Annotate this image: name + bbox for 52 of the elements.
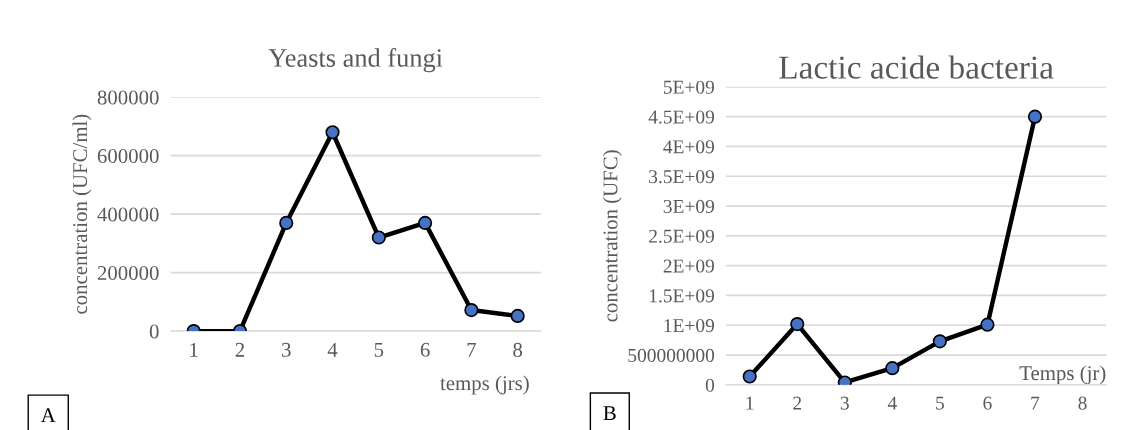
y-tick-label: 800000 bbox=[97, 90, 159, 105]
y-tick-label: 2.5E+09 bbox=[649, 229, 715, 243]
x-tick-label: 8 bbox=[1078, 396, 1087, 410]
y-tick-label: 0 bbox=[705, 378, 715, 392]
x-tick-label: 5 bbox=[936, 396, 944, 410]
y-tick-label: 0 bbox=[149, 324, 159, 339]
chart-title: Lactic acide bacteria bbox=[779, 55, 1054, 79]
y-tick-label: 4E+09 bbox=[663, 140, 715, 154]
x-axis-title: temps (jrs) bbox=[440, 375, 529, 395]
y-axis-title: concentration (UFC) bbox=[602, 150, 622, 322]
x-tick-label: 7 bbox=[467, 343, 476, 357]
chart-title: Yeasts and fungi bbox=[268, 48, 443, 73]
y-tick-label: 3E+09 bbox=[663, 199, 715, 213]
point bbox=[418, 215, 433, 230]
x-tick-label: 4 bbox=[887, 396, 897, 410]
x-tick-label: 3 bbox=[282, 342, 291, 357]
point bbox=[932, 334, 947, 349]
x-tick-label: 2 bbox=[235, 342, 245, 357]
x-tick-label: 6 bbox=[983, 396, 992, 410]
x-axis-title: Temps (jr) bbox=[1019, 365, 1106, 385]
y-tick-label: 500000000 bbox=[628, 348, 715, 362]
x-tick-label: 1 bbox=[190, 342, 198, 357]
x-tick-label: 5 bbox=[374, 343, 384, 357]
point bbox=[885, 361, 900, 376]
point bbox=[1027, 109, 1043, 124]
y-tick-label: 4.5E+09 bbox=[648, 110, 715, 124]
y-tick-label: 3.5E+09 bbox=[649, 170, 715, 184]
x-tick-label: 7 bbox=[1031, 396, 1040, 410]
x-tick-label: 8 bbox=[513, 342, 523, 357]
point bbox=[464, 302, 479, 318]
x-tick-label: 6 bbox=[420, 342, 430, 357]
point bbox=[980, 317, 995, 332]
y-axis-title: concentration (UFC/ml) bbox=[72, 114, 92, 314]
y-tick-label: 200000 bbox=[97, 265, 159, 281]
x-tick-label: 2 bbox=[793, 396, 802, 410]
point bbox=[790, 316, 805, 332]
point bbox=[371, 230, 386, 245]
point bbox=[742, 369, 757, 384]
y-tick-label: 1E+09 bbox=[664, 319, 715, 333]
text: A bbox=[40, 408, 56, 423]
point bbox=[510, 308, 525, 323]
text: B bbox=[603, 406, 616, 421]
y-tick-label: 600000 bbox=[97, 149, 159, 164]
x-tick-label: 1 bbox=[746, 396, 754, 410]
point bbox=[279, 215, 294, 230]
y-tick-label: 1.5E+09 bbox=[649, 289, 715, 303]
point bbox=[325, 125, 340, 140]
y-tick-label: 5E+09 bbox=[663, 80, 715, 94]
y-tick-label: 2E+09 bbox=[663, 259, 715, 273]
y-tick-label: 400000 bbox=[97, 207, 159, 222]
x-tick-label: 4 bbox=[327, 342, 338, 357]
x-tick-label: 3 bbox=[840, 396, 849, 410]
